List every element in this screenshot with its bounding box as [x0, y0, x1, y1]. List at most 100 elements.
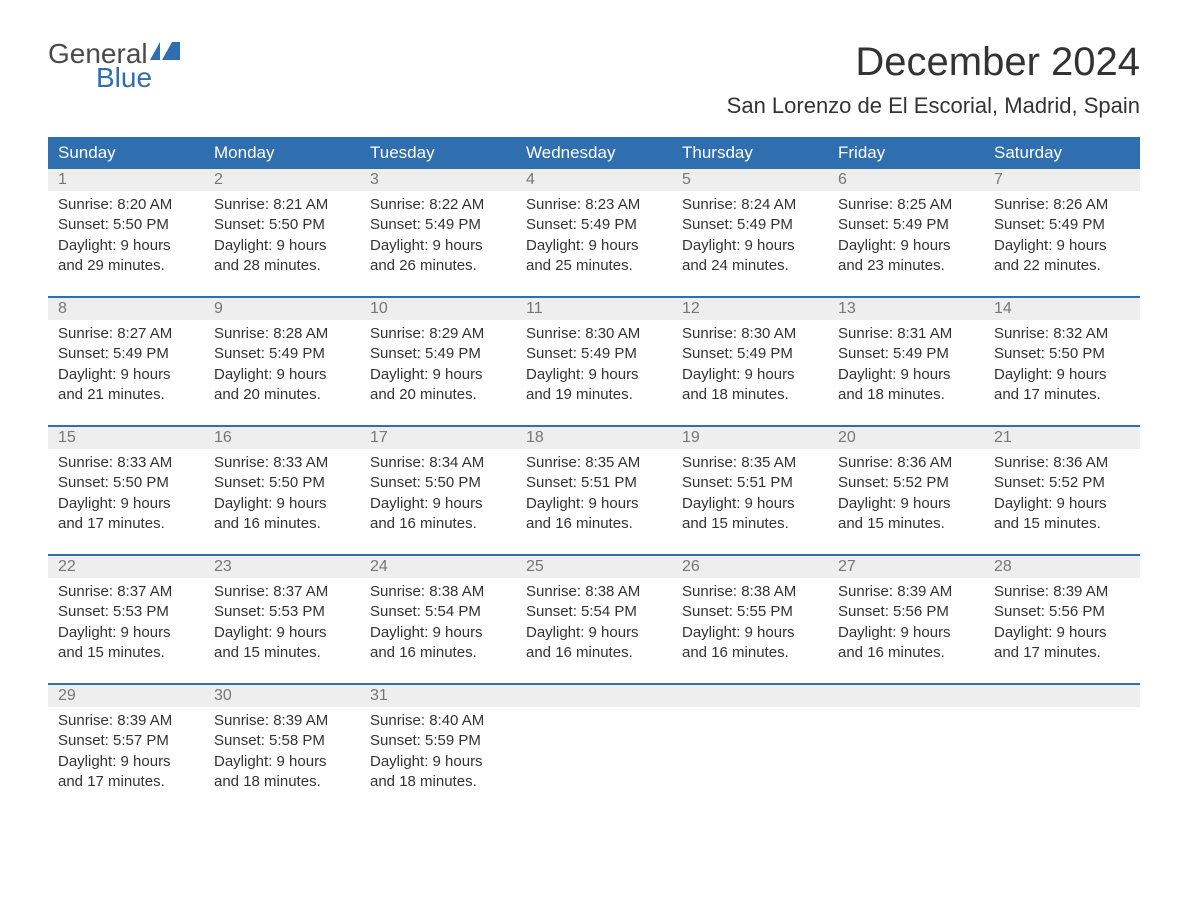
daylight-text: Daylight: 9 hours	[838, 494, 974, 514]
day-number: 31	[360, 685, 516, 707]
day-cell: Sunrise: 8:30 AMSunset: 5:49 PMDaylight:…	[672, 320, 828, 426]
daylight-text: and 18 minutes.	[682, 385, 818, 405]
day-number: 10	[360, 298, 516, 320]
day-cell: Sunrise: 8:22 AMSunset: 5:49 PMDaylight:…	[360, 191, 516, 297]
sunrise-text: Sunrise: 8:22 AM	[370, 195, 506, 215]
sunset-text: Sunset: 5:49 PM	[994, 215, 1130, 235]
daylight-text: Daylight: 9 hours	[838, 365, 974, 385]
daylight-text: and 16 minutes.	[370, 643, 506, 663]
day-header-row: Sunday Monday Tuesday Wednesday Thursday…	[48, 137, 1140, 169]
day-number: 4	[516, 169, 672, 191]
sunrise-text: Sunrise: 8:27 AM	[58, 324, 194, 344]
sunset-text: Sunset: 5:56 PM	[838, 602, 974, 622]
day-cell: Sunrise: 8:40 AMSunset: 5:59 PMDaylight:…	[360, 707, 516, 812]
sunset-text: Sunset: 5:58 PM	[214, 731, 350, 751]
day-header: Friday	[828, 137, 984, 169]
day-number: 22	[48, 556, 204, 578]
daylight-text: Daylight: 9 hours	[994, 365, 1130, 385]
daylight-text: and 20 minutes.	[370, 385, 506, 405]
sunset-text: Sunset: 5:50 PM	[214, 215, 350, 235]
sunrise-text: Sunrise: 8:36 AM	[994, 453, 1130, 473]
page-title: December 2024	[727, 40, 1140, 85]
day-number	[516, 685, 672, 707]
daylight-text: and 16 minutes.	[682, 643, 818, 663]
sunset-text: Sunset: 5:49 PM	[370, 344, 506, 364]
daynum-row: 293031	[48, 685, 1140, 707]
sunset-text: Sunset: 5:49 PM	[838, 344, 974, 364]
daylight-text: Daylight: 9 hours	[214, 365, 350, 385]
daylight-text: Daylight: 9 hours	[370, 494, 506, 514]
sunset-text: Sunset: 5:50 PM	[58, 473, 194, 493]
day-cell: Sunrise: 8:27 AMSunset: 5:49 PMDaylight:…	[48, 320, 204, 426]
day-number: 24	[360, 556, 516, 578]
daylight-text: Daylight: 9 hours	[370, 236, 506, 256]
day-header: Tuesday	[360, 137, 516, 169]
sunrise-text: Sunrise: 8:37 AM	[214, 582, 350, 602]
day-cell: Sunrise: 8:29 AMSunset: 5:49 PMDaylight:…	[360, 320, 516, 426]
daylight-text: and 24 minutes.	[682, 256, 818, 276]
daylight-text: Daylight: 9 hours	[58, 752, 194, 772]
day-cell: Sunrise: 8:34 AMSunset: 5:50 PMDaylight:…	[360, 449, 516, 555]
daylight-text: and 19 minutes.	[526, 385, 662, 405]
day-cell: Sunrise: 8:30 AMSunset: 5:49 PMDaylight:…	[516, 320, 672, 426]
day-cell: Sunrise: 8:38 AMSunset: 5:54 PMDaylight:…	[360, 578, 516, 684]
day-number: 19	[672, 427, 828, 449]
day-number: 21	[984, 427, 1140, 449]
daylight-text: and 16 minutes.	[214, 514, 350, 534]
day-number: 30	[204, 685, 360, 707]
day-number: 26	[672, 556, 828, 578]
daylight-text: Daylight: 9 hours	[526, 623, 662, 643]
sunset-text: Sunset: 5:54 PM	[370, 602, 506, 622]
sunrise-text: Sunrise: 8:30 AM	[526, 324, 662, 344]
day-number: 20	[828, 427, 984, 449]
title-block: December 2024 San Lorenzo de El Escorial…	[727, 40, 1140, 119]
daylight-text: and 28 minutes.	[214, 256, 350, 276]
day-cell: Sunrise: 8:35 AMSunset: 5:51 PMDaylight:…	[672, 449, 828, 555]
sunset-text: Sunset: 5:52 PM	[838, 473, 974, 493]
sunset-text: Sunset: 5:50 PM	[58, 215, 194, 235]
daylight-text: and 15 minutes.	[214, 643, 350, 663]
day-number: 12	[672, 298, 828, 320]
sunrise-text: Sunrise: 8:24 AM	[682, 195, 818, 215]
day-cell	[984, 707, 1140, 812]
day-number: 8	[48, 298, 204, 320]
day-cell	[516, 707, 672, 812]
day-cell: Sunrise: 8:33 AMSunset: 5:50 PMDaylight:…	[48, 449, 204, 555]
day-number: 5	[672, 169, 828, 191]
sunrise-text: Sunrise: 8:35 AM	[526, 453, 662, 473]
daylight-text: and 17 minutes.	[58, 772, 194, 792]
daylight-text: Daylight: 9 hours	[370, 752, 506, 772]
sunset-text: Sunset: 5:50 PM	[214, 473, 350, 493]
day-cell: Sunrise: 8:26 AMSunset: 5:49 PMDaylight:…	[984, 191, 1140, 297]
sunset-text: Sunset: 5:51 PM	[682, 473, 818, 493]
data-row: Sunrise: 8:27 AMSunset: 5:49 PMDaylight:…	[48, 320, 1140, 426]
sunrise-text: Sunrise: 8:25 AM	[838, 195, 974, 215]
daylight-text: Daylight: 9 hours	[682, 236, 818, 256]
day-number: 17	[360, 427, 516, 449]
sunset-text: Sunset: 5:49 PM	[682, 344, 818, 364]
day-cell: Sunrise: 8:36 AMSunset: 5:52 PMDaylight:…	[828, 449, 984, 555]
daylight-text: Daylight: 9 hours	[58, 623, 194, 643]
sunset-text: Sunset: 5:49 PM	[682, 215, 818, 235]
sunset-text: Sunset: 5:49 PM	[838, 215, 974, 235]
sunset-text: Sunset: 5:52 PM	[994, 473, 1130, 493]
daylight-text: and 29 minutes.	[58, 256, 194, 276]
daylight-text: Daylight: 9 hours	[682, 494, 818, 514]
day-number: 1	[48, 169, 204, 191]
sunrise-text: Sunrise: 8:37 AM	[58, 582, 194, 602]
daylight-text: and 20 minutes.	[214, 385, 350, 405]
day-header: Thursday	[672, 137, 828, 169]
data-row: Sunrise: 8:39 AMSunset: 5:57 PMDaylight:…	[48, 707, 1140, 812]
daylight-text: and 23 minutes.	[838, 256, 974, 276]
sunrise-text: Sunrise: 8:39 AM	[58, 711, 194, 731]
day-number: 23	[204, 556, 360, 578]
daylight-text: and 18 minutes.	[838, 385, 974, 405]
daylight-text: and 16 minutes.	[526, 643, 662, 663]
day-cell: Sunrise: 8:39 AMSunset: 5:56 PMDaylight:…	[984, 578, 1140, 684]
daylight-text: and 21 minutes.	[58, 385, 194, 405]
day-header: Saturday	[984, 137, 1140, 169]
sunset-text: Sunset: 5:49 PM	[58, 344, 194, 364]
sunrise-text: Sunrise: 8:31 AM	[838, 324, 974, 344]
day-cell: Sunrise: 8:25 AMSunset: 5:49 PMDaylight:…	[828, 191, 984, 297]
daynum-row: 1234567	[48, 169, 1140, 191]
